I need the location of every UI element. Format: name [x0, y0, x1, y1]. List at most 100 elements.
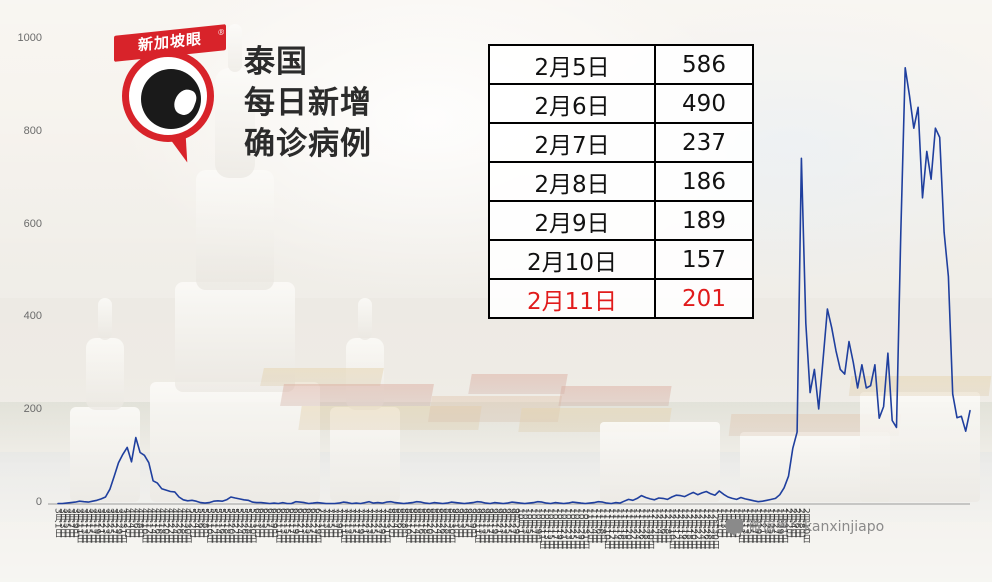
x-tick-label: 9月17日 — [484, 508, 495, 544]
x-tick-label: 11月4日 — [588, 508, 599, 544]
x-tick-label: 4月8日 — [134, 508, 145, 538]
x-tick-label: 4月22日 — [164, 508, 175, 544]
x-tick-label: 12月4日 — [653, 508, 664, 544]
x-tick-label: 12月20日 — [687, 508, 698, 549]
x-tick-label: 12月18日 — [683, 508, 694, 549]
title-line-1: 泰国 — [244, 44, 308, 80]
x-tick-label: 9月23日 — [497, 508, 508, 544]
x-tick-label: 7月11日 — [337, 508, 348, 544]
title-line-3: 确诊病例 — [244, 126, 372, 162]
x-tick-label: 8月28日 — [441, 508, 452, 544]
x-tick-label: 7月31日 — [380, 508, 391, 544]
x-tick-label: 4月10日 — [138, 508, 149, 544]
x-tick-label: 10月9日 — [532, 508, 543, 544]
x-tick-label: 4月26日 — [173, 508, 184, 544]
x-tick-label: 11月24日 — [631, 508, 642, 549]
x-tick-label: 10月5日 — [523, 508, 534, 544]
x-tick-label: 3月31日 — [117, 508, 128, 544]
x-tick-label: 7月1日 — [316, 508, 327, 538]
x-tick-label: 4月18日 — [156, 508, 167, 544]
table-cell-date: 2月7日 — [488, 122, 656, 163]
x-tick-label: 7月9日 — [333, 508, 344, 538]
table-cell-value: 189 — [654, 200, 754, 241]
y-tick-label: 600 — [23, 217, 42, 230]
x-tick-label: 6月11日 — [272, 508, 283, 544]
x-tick-label: 6月23日 — [298, 508, 309, 544]
x-tick-label: 9月1日 — [450, 508, 461, 538]
y-tick-label: 400 — [23, 310, 42, 323]
x-tick-label: 11月18日 — [618, 508, 629, 549]
x-tick-label: 1月29日 — [774, 508, 785, 544]
x-tick-label: 9月15日 — [480, 508, 491, 544]
table-row: 2月8日 186 — [488, 161, 754, 202]
x-tick-label: 6月13日 — [277, 508, 288, 544]
x-tick-label: 7月29日 — [376, 508, 387, 544]
x-tick-label: 3月7日 — [65, 508, 76, 538]
x-tick-label: 8月26日 — [437, 508, 448, 544]
x-tick-label: 1月15日 — [744, 508, 755, 544]
table-cell-value: 186 — [654, 161, 754, 202]
x-tick-label: 6月19日 — [290, 508, 301, 544]
x-tick-label: 4月6日 — [130, 508, 141, 538]
x-tick-label: 1月25日 — [765, 508, 776, 544]
x-tick-label: 8月6日 — [393, 508, 404, 538]
x-tick-label: 12月14日 — [674, 508, 685, 549]
x-tick-label: 5月14日 — [212, 508, 223, 544]
x-tick-label: 9月9日 — [467, 508, 478, 538]
table-cell-value: 490 — [654, 83, 754, 124]
x-tick-label: 6月7日 — [264, 508, 275, 538]
x-tick-label: 9月27日 — [506, 508, 517, 544]
x-tick-label: 11月28日 — [640, 508, 651, 549]
x-tick-label: 8月18日 — [419, 508, 430, 544]
x-tick-label: 6月29日 — [311, 508, 322, 544]
x-tick-label: 3月17日 — [87, 508, 98, 544]
site-logo: 新加坡眼 ® — [108, 24, 228, 178]
x-tick-label: 7月21日 — [359, 508, 370, 544]
x-tick-label: 10月17日 — [549, 508, 560, 549]
table-row: 2月7日 237 — [488, 122, 754, 163]
x-tick-label: 12月10日 — [666, 508, 677, 549]
x-tick-label: 4月14日 — [147, 508, 158, 544]
x-tick-label: 2月10日 — [800, 508, 811, 544]
x-tick-label: 5月22日 — [229, 508, 240, 544]
x-tick-label: 3月23日 — [100, 508, 111, 544]
x-tick-label: 6月9日 — [268, 508, 279, 538]
x-tick-label: 1月27日 — [769, 508, 780, 544]
x-tick-label: 2月2日 — [782, 508, 793, 538]
x-tick-label: 12月22日 — [692, 508, 703, 549]
x-tick-label: 10月25日 — [566, 508, 577, 549]
x-tick-label: 4月28日 — [177, 508, 188, 544]
x-tick-label: 4月20日 — [160, 508, 171, 544]
x-tick-label: 2月8日 — [795, 508, 806, 538]
x-tick-label: 11月26日 — [636, 508, 646, 549]
x-tick-label: 9月19日 — [489, 508, 500, 544]
x-tick-label: 12月24日 — [696, 508, 707, 549]
x-tick-label: 9月11日 — [471, 508, 482, 544]
table-cell-date: 2月10日 — [488, 239, 656, 280]
table-cell-date: 2月9日 — [488, 200, 656, 241]
x-tick-label: 5月20日 — [225, 508, 236, 544]
x-tick-label: 4月16日 — [151, 508, 162, 544]
chart-title: 泰国 每日新增 确诊病例 — [244, 42, 372, 165]
x-tick-label: 8月12日 — [406, 508, 417, 544]
x-tick-label: 7月17日 — [350, 508, 361, 544]
x-tick-label: 4月4日 — [125, 508, 136, 538]
x-tick-label: 10月15日 — [545, 508, 556, 549]
x-tick-label: 6月27日 — [307, 508, 318, 544]
logo-lens-icon — [141, 69, 201, 129]
table-cell-value: 201 — [654, 278, 754, 319]
table-cell-date: 2月5日 — [488, 44, 656, 85]
x-tick-label: 3月3日 — [56, 508, 67, 538]
x-tick-label: 9月3日 — [454, 508, 465, 538]
x-tick-label: 6月1日 — [251, 508, 262, 538]
table-cell-date: 2月11日 — [488, 278, 656, 319]
x-tick-label: 9月21日 — [493, 508, 504, 544]
x-tick-label: 3月9日 — [69, 508, 80, 538]
x-tick-label: 10月23日 — [562, 508, 573, 549]
table-row: 2月11日 201 — [488, 278, 754, 319]
x-tick-label: 8月4日 — [389, 508, 400, 538]
table-cell-value: 237 — [654, 122, 754, 163]
x-tick-label: 7月25日 — [368, 508, 379, 544]
x-tick-label: 8月10日 — [402, 508, 413, 544]
